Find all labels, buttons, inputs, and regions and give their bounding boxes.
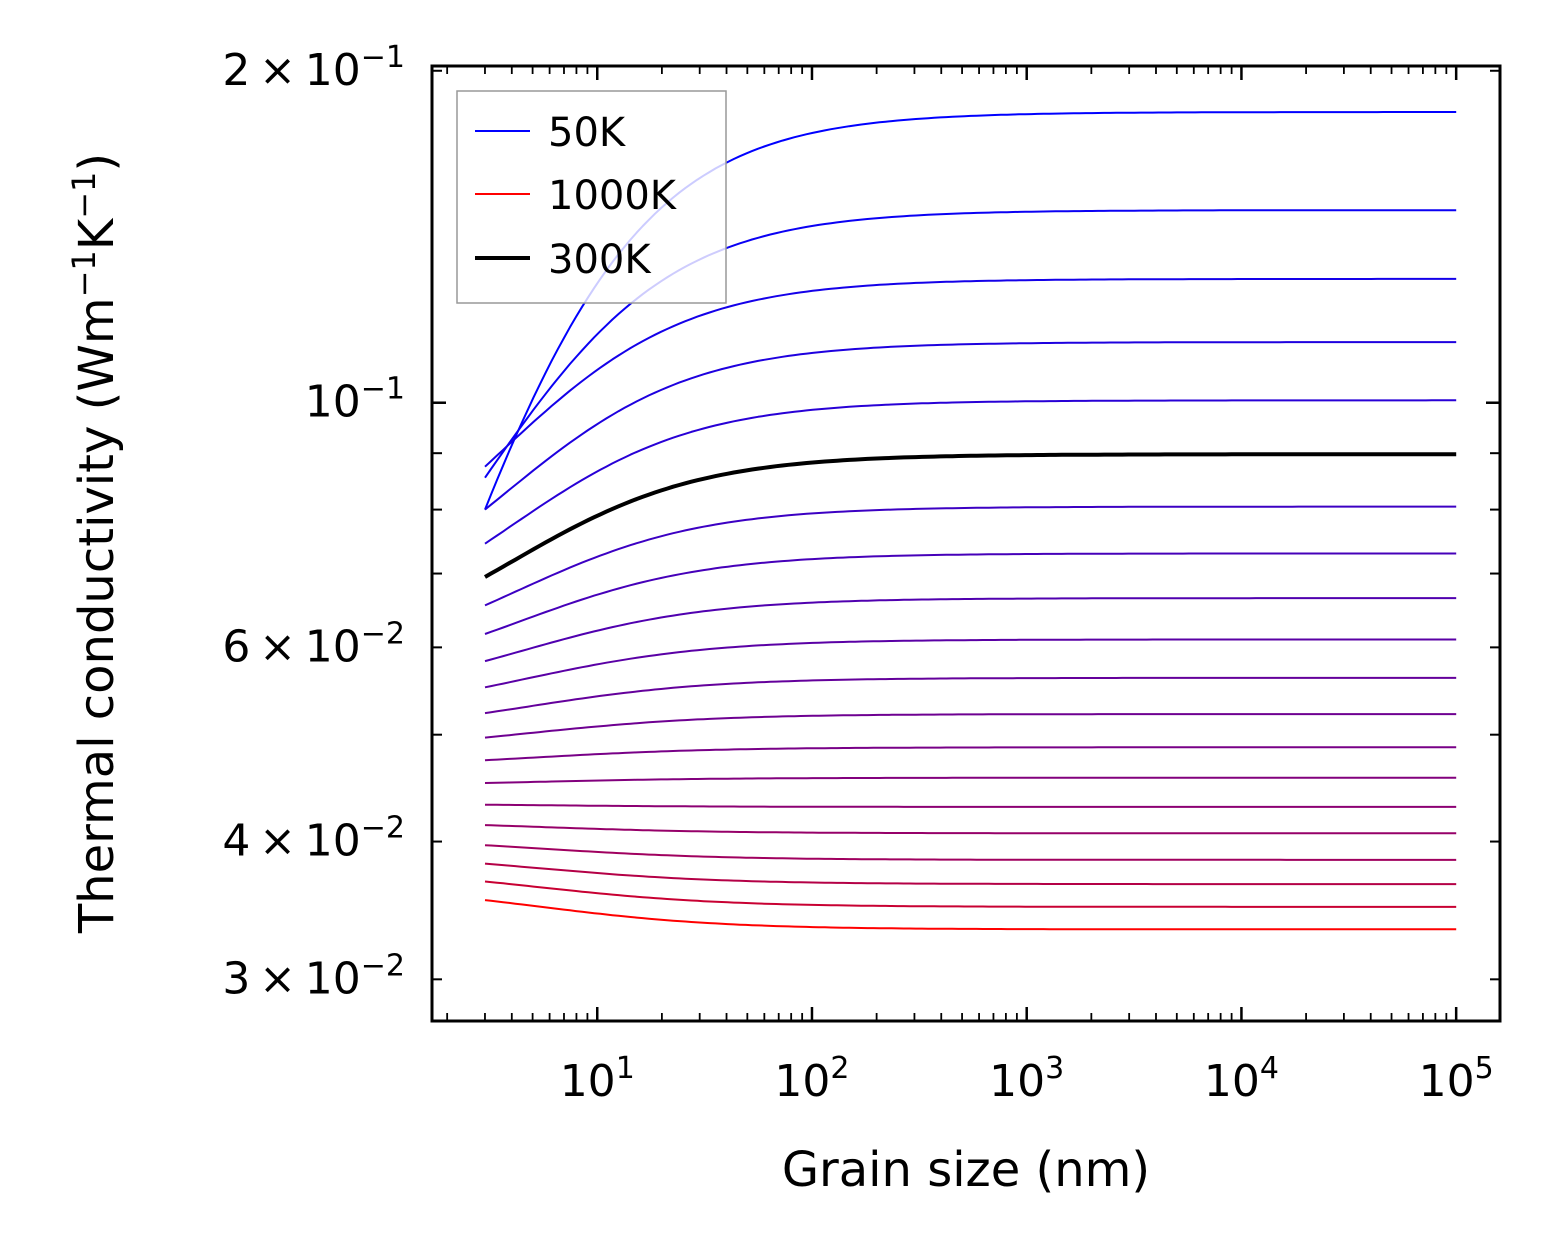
series-line-800k: [484, 824, 1457, 835]
legend-label-300k: 300K: [548, 237, 652, 283]
y-tick-label: 6 × 10−2: [222, 616, 405, 672]
y-axis-title-exp2: −1: [65, 172, 103, 219]
series-line-550k: [484, 676, 1457, 715]
series-line-750k: [485, 803, 1457, 808]
x-tick-label: 101: [560, 1051, 635, 1107]
series-line-150k: [484, 277, 1457, 468]
series-line-450k: [484, 597, 1457, 663]
series-line-300k: [483, 452, 1457, 579]
x-tick-label: 105: [1419, 1051, 1494, 1107]
series-line-500k: [484, 638, 1457, 689]
series-line-650k: [484, 746, 1457, 762]
x-tick-label: 102: [774, 1051, 849, 1107]
series-line-350k: [484, 505, 1457, 607]
series-line-200k: [484, 341, 1457, 511]
series-line-1000k: [484, 899, 1457, 931]
y-tick-label: 4 × 10−2: [222, 811, 405, 867]
y-axis-title-k: K: [69, 217, 125, 250]
x-tick-label: 103: [989, 1051, 1064, 1107]
legend-label-50k: 50K: [548, 110, 627, 156]
legend-box: [456, 90, 727, 304]
series-line-950k: [484, 880, 1457, 908]
series-layer: [483, 111, 1457, 931]
series-line-600k: [484, 713, 1457, 739]
plot-frame: [430, 64, 1502, 1023]
series-line-250k: [484, 399, 1457, 545]
y-tick-label: 2 × 10−1: [222, 40, 405, 96]
y-tick-labels: 3 × 10−2 4 × 10−2 6 × 10−2 10−1 2 × 10−1: [222, 40, 405, 1005]
y-axis-title: Thermal conductivity (Wm−1K−1): [65, 153, 125, 934]
y-axis-title-close: ): [69, 153, 125, 172]
y-tick-label: 3 × 10−2: [222, 948, 405, 1004]
x-tick-label: 104: [1204, 1051, 1279, 1107]
series-line-700k: [484, 776, 1457, 784]
x-axis-title: Grain size (nm): [782, 1142, 1150, 1198]
series-line-400k: [484, 552, 1457, 635]
x-tick-labels: 101 102 103 104 105: [560, 1051, 1494, 1107]
series-line-850k: [484, 844, 1457, 861]
y-tick-label: 10−1: [305, 372, 405, 428]
y-axis-title-main: Thermal conductivity (Wm: [69, 297, 125, 934]
legend: 50K 1000K 300K: [456, 90, 727, 304]
legend-label-1000k: 1000K: [548, 173, 678, 219]
series-line-900k: [484, 862, 1457, 886]
y-axis-title-exp1: −1: [65, 250, 103, 297]
